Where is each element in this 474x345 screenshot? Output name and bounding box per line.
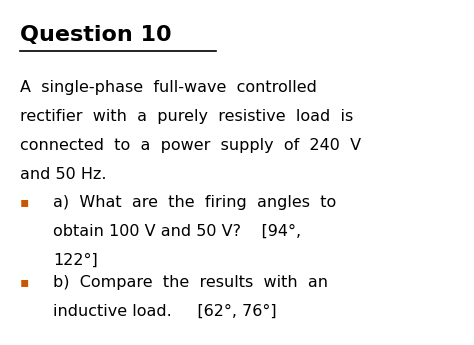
Text: A  single-phase  full-wave  controlled: A single-phase full-wave controlled — [20, 80, 317, 95]
Text: a)  What  are  the  firing  angles  to: a) What are the firing angles to — [53, 195, 337, 210]
Text: obtain 100 V and 50 V?    [94°,: obtain 100 V and 50 V? [94°, — [53, 224, 301, 239]
Text: b)  Compare  the  results  with  an: b) Compare the results with an — [53, 275, 328, 290]
Text: connected  to  a  power  supply  of  240  V: connected to a power supply of 240 V — [20, 138, 361, 153]
Text: 122°]: 122°] — [53, 253, 98, 268]
Text: rectifier  with  a  purely  resistive  load  is: rectifier with a purely resistive load i… — [20, 109, 354, 124]
Text: ▪: ▪ — [20, 275, 29, 289]
Text: ▪: ▪ — [20, 195, 29, 209]
Text: Question 10: Question 10 — [20, 25, 172, 45]
Text: inductive load.     [62°, 76°]: inductive load. [62°, 76°] — [53, 304, 277, 319]
Text: and 50 Hz.: and 50 Hz. — [20, 167, 107, 183]
